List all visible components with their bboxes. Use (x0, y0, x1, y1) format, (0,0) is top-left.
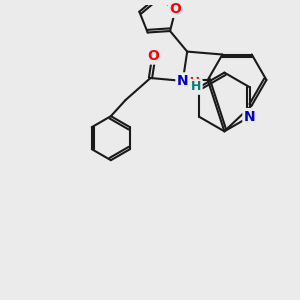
Text: H: H (191, 80, 201, 93)
Text: O: O (148, 49, 159, 63)
Text: N: N (177, 74, 189, 88)
Text: OH: OH (180, 76, 201, 89)
Text: O: O (169, 2, 181, 16)
Text: N: N (244, 110, 256, 124)
